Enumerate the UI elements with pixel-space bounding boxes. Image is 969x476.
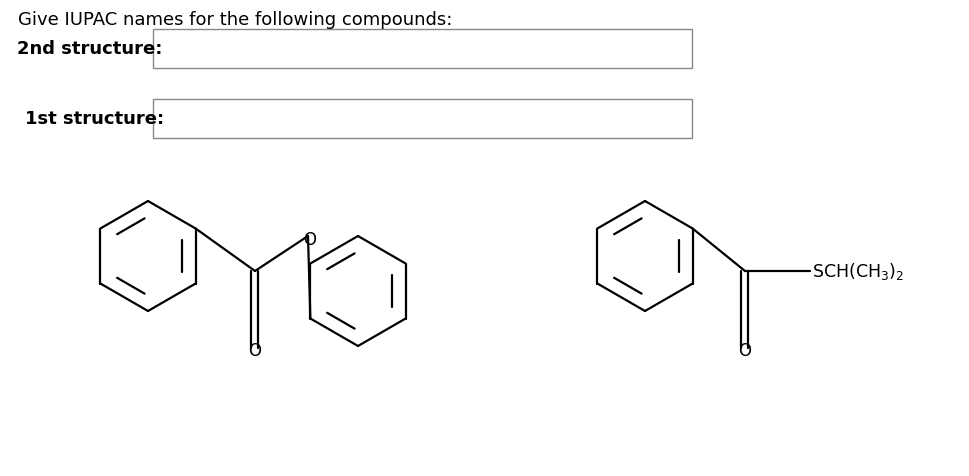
Text: SCH(CH$_3$)$_2$: SCH(CH$_3$)$_2$ <box>811 260 903 281</box>
Text: 2nd structure:: 2nd structure: <box>17 40 162 58</box>
Text: Give IUPAC names for the following compounds:: Give IUPAC names for the following compo… <box>18 11 452 29</box>
FancyBboxPatch shape <box>153 99 691 138</box>
Text: O: O <box>737 342 751 360</box>
FancyBboxPatch shape <box>153 29 691 68</box>
Text: O: O <box>248 342 262 360</box>
Text: O: O <box>303 231 316 249</box>
Text: 1st structure:: 1st structure: <box>25 110 164 128</box>
